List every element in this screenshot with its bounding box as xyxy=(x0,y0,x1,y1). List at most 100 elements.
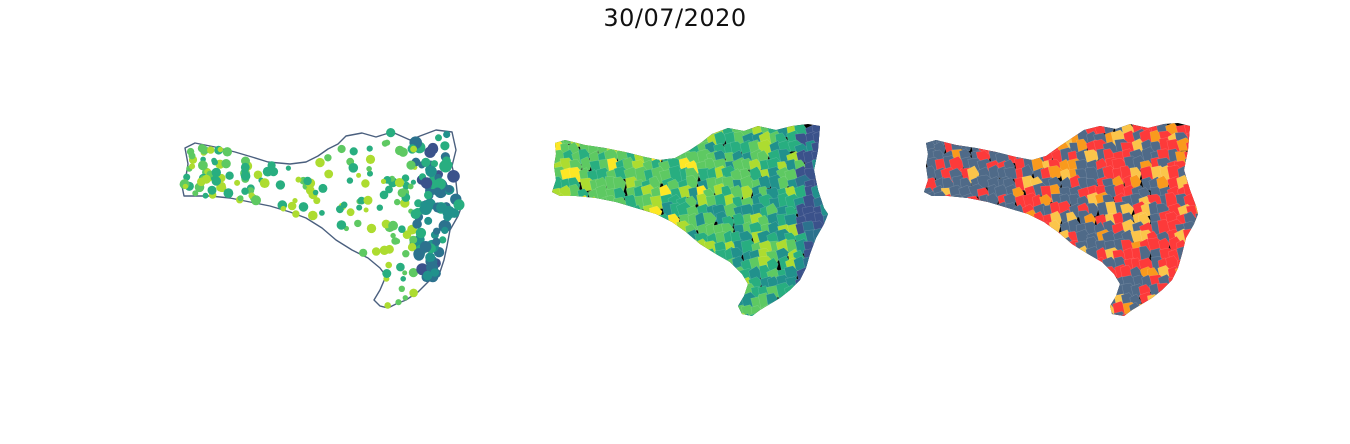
viridis-municipality xyxy=(632,302,647,316)
risk-municipality xyxy=(1176,299,1192,316)
risk-municipality xyxy=(1033,129,1049,147)
viridis-municipality xyxy=(723,301,740,316)
risk-municipality xyxy=(1194,203,1198,219)
municipality-bubble xyxy=(346,177,354,184)
viridis-municipality xyxy=(561,201,576,218)
risk-municipality xyxy=(1015,219,1033,234)
risk-municipality xyxy=(1003,223,1019,238)
municipality-bubble xyxy=(240,171,251,181)
risk-municipality xyxy=(1033,265,1049,281)
risk-municipality xyxy=(968,285,985,306)
viridis-municipality xyxy=(562,310,580,316)
risk-municipality xyxy=(1058,293,1073,314)
risk-municipality xyxy=(931,247,947,264)
municipality-bubble xyxy=(422,270,433,281)
viridis-municipality xyxy=(642,213,655,232)
municipality-bubble xyxy=(292,198,298,204)
viridis-municipality xyxy=(812,293,827,308)
viridis-municipality xyxy=(614,250,627,268)
risk-municipality xyxy=(1003,299,1020,316)
risk-municipality xyxy=(958,282,971,298)
municipality-bubble xyxy=(435,134,442,142)
risk-municipality xyxy=(1066,265,1079,280)
risk-municipality xyxy=(1015,266,1029,285)
risk-municipality xyxy=(1085,272,1101,294)
risk-municipality xyxy=(1192,283,1198,298)
municipality-bubble xyxy=(237,195,244,202)
viridis-municipality xyxy=(733,312,750,316)
viridis-municipality xyxy=(577,219,591,235)
risk-municipality xyxy=(987,123,1002,137)
risk-municipality xyxy=(1185,281,1198,302)
viridis-municipality xyxy=(632,292,646,310)
risk-municipality xyxy=(1195,221,1198,241)
risk-municipality xyxy=(1102,272,1115,291)
bubble-map-panel xyxy=(179,128,465,309)
viridis-municipality xyxy=(622,313,635,316)
risk-municipality xyxy=(994,123,1012,136)
municipality-bubble xyxy=(379,190,389,200)
viridis-municipality xyxy=(642,228,657,244)
risk-municipality xyxy=(1004,248,1022,264)
viridis-municipality xyxy=(652,238,666,256)
risk-municipality xyxy=(1050,237,1067,257)
risk-municipality xyxy=(1087,292,1103,309)
municipality-bubble xyxy=(197,144,207,153)
viridis-municipality xyxy=(571,124,586,144)
viridis-municipality xyxy=(670,124,687,143)
municipality-bubble xyxy=(202,192,209,199)
viridis-municipality xyxy=(784,303,801,316)
viridis-municipality xyxy=(614,220,628,235)
viridis-municipality xyxy=(614,311,628,316)
municipality-bubble xyxy=(396,262,405,272)
risk-municipality xyxy=(1122,312,1136,316)
viridis-municipality xyxy=(802,293,820,312)
risk-municipality xyxy=(979,230,996,248)
municipality-bubble xyxy=(430,160,438,168)
viridis-municipality xyxy=(677,312,695,316)
viridis-municipality xyxy=(633,309,651,316)
risk-municipality xyxy=(951,247,969,264)
risk-municipality xyxy=(941,301,957,316)
municipality-bubble xyxy=(394,198,401,206)
risk-municipality xyxy=(977,291,994,309)
viridis-municipality xyxy=(821,185,828,199)
viridis-municipality xyxy=(622,284,636,302)
risk-municipality xyxy=(1042,248,1057,264)
municipality-bubble xyxy=(363,195,373,205)
risk-municipality xyxy=(949,213,967,229)
risk-municipality xyxy=(985,220,1001,238)
risk-municipality xyxy=(1012,132,1026,148)
risk-municipality xyxy=(958,240,973,254)
municipality-bubble xyxy=(234,179,241,186)
risk-municipality xyxy=(1185,239,1198,255)
viridis-municipality xyxy=(552,124,568,138)
risk-municipality xyxy=(960,204,974,221)
viridis-municipality xyxy=(661,309,675,316)
viridis-municipality xyxy=(659,223,672,239)
municipality-bubble xyxy=(241,156,250,166)
viridis-municipality xyxy=(729,286,746,300)
risk-municipality xyxy=(1060,124,1076,138)
viridis-municipality xyxy=(597,213,612,231)
risk-municipality xyxy=(1168,313,1183,316)
risk-municipality xyxy=(925,123,943,141)
municipality-bubble xyxy=(397,188,407,198)
risk-municipality xyxy=(1195,264,1198,284)
risk-municipality xyxy=(1068,311,1082,316)
viridis-municipality xyxy=(588,292,603,311)
viridis-municipality xyxy=(589,131,605,148)
viridis-municipality xyxy=(571,313,585,316)
municipality-bubble xyxy=(361,179,370,188)
viridis-municipality xyxy=(667,275,679,291)
viridis-municipality xyxy=(577,276,593,291)
risk-municipality xyxy=(1040,310,1057,316)
municipality-bubble xyxy=(336,205,344,214)
viridis-municipality xyxy=(820,310,828,316)
risk-municipality xyxy=(1094,267,1110,286)
risk-municipalities xyxy=(924,123,1198,316)
viridis-municipality xyxy=(561,219,575,240)
risk-municipality xyxy=(942,239,958,255)
viridis-municipality xyxy=(613,131,628,151)
municipality-bubble xyxy=(407,183,414,190)
